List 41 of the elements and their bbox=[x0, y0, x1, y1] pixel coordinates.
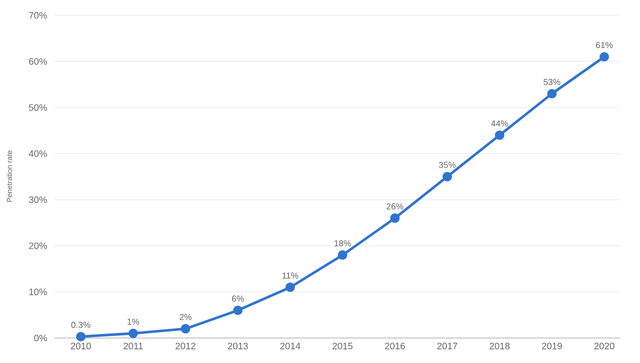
y-tick-label: 40% bbox=[28, 150, 47, 157]
x-tick-label: 2014 bbox=[280, 342, 300, 350]
data-label: 35% bbox=[438, 162, 456, 168]
point bbox=[600, 52, 610, 62]
point bbox=[128, 328, 138, 338]
y-tick-label: 0% bbox=[34, 334, 47, 342]
y-tick-label: 20% bbox=[29, 242, 47, 250]
y-tick-label: 30% bbox=[28, 196, 47, 204]
x-tick-label: 2011 bbox=[124, 342, 143, 350]
x-tick-label: 2015 bbox=[332, 342, 353, 350]
data-label: 2% bbox=[180, 314, 192, 320]
x-tick-label: 2018 bbox=[490, 342, 510, 350]
data-label: 11% bbox=[282, 272, 298, 279]
point bbox=[390, 213, 400, 223]
point bbox=[233, 306, 243, 316]
point bbox=[547, 88, 557, 98]
data-label: 0.3% bbox=[71, 322, 90, 328]
x-tick-label: 2013 bbox=[228, 342, 248, 350]
x-tick-label: 2016 bbox=[384, 342, 405, 350]
y-tick-label: 50% bbox=[28, 104, 47, 111]
y-tick-label: 10% bbox=[29, 288, 47, 296]
x-tick-label: 2019 bbox=[542, 342, 562, 350]
y-tick-label: 60% bbox=[29, 58, 47, 65]
point bbox=[180, 324, 190, 334]
point bbox=[76, 332, 86, 342]
data-label: 26% bbox=[386, 203, 404, 210]
data-label: 61% bbox=[596, 42, 613, 48]
x-tick-label: 2020 bbox=[594, 342, 614, 350]
y-tick-label: 70% bbox=[29, 12, 47, 19]
x-tick-label: 2012 bbox=[176, 342, 196, 350]
point bbox=[285, 282, 295, 292]
point bbox=[442, 172, 452, 182]
data-label: 18% bbox=[334, 240, 351, 246]
point bbox=[494, 130, 504, 140]
data-label: 1% bbox=[128, 318, 140, 325]
data-label: 53% bbox=[544, 78, 560, 85]
x-tick-label: 2017 bbox=[437, 342, 458, 350]
x-tick-label: 2010 bbox=[70, 342, 91, 350]
data-label: 44% bbox=[491, 120, 508, 126]
data-label: 6% bbox=[232, 295, 244, 302]
point bbox=[338, 250, 348, 260]
